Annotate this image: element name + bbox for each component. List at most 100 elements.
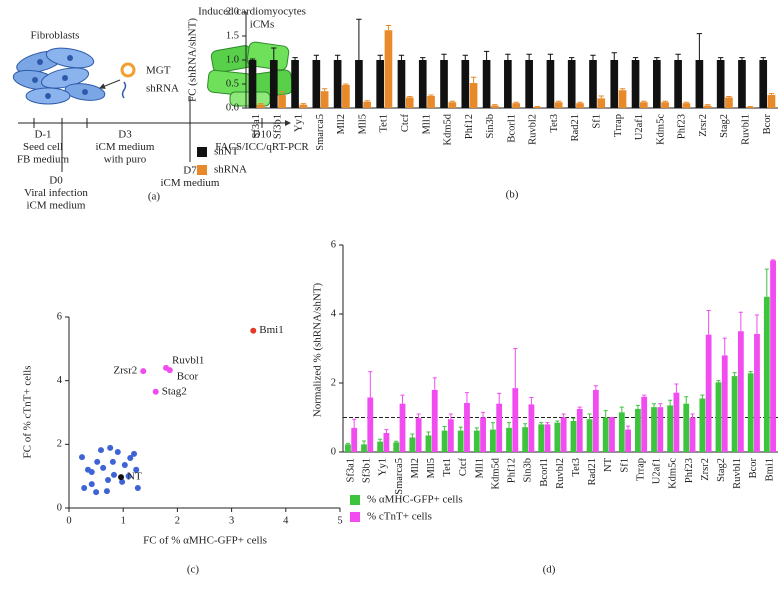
error-bar <box>748 371 753 374</box>
bar <box>560 417 567 452</box>
error-bar <box>619 406 624 413</box>
cells-label: Fibroblasts <box>31 30 80 42</box>
bar <box>469 83 478 108</box>
bar <box>312 60 321 108</box>
error-bar <box>587 413 592 420</box>
error-bar <box>407 95 413 98</box>
error-bar <box>345 442 350 445</box>
y-tick-label: 2.0 <box>226 6 239 17</box>
error-bar <box>441 53 447 60</box>
error-bar <box>462 54 468 60</box>
bar <box>393 442 400 452</box>
error-bar <box>343 83 349 85</box>
point-label: Stag2 <box>162 385 187 397</box>
x-tick-label: Sf3b1 <box>362 458 373 483</box>
x-tick-label: Rad21 <box>570 114 581 141</box>
error-bar <box>449 100 455 103</box>
bar <box>482 60 491 108</box>
y-tick-label: 0.5 <box>226 78 239 89</box>
error-bar <box>603 410 608 418</box>
bar <box>278 95 286 108</box>
error-bar <box>490 422 495 430</box>
bar <box>674 60 682 108</box>
bar <box>592 389 599 452</box>
x-tick-label: Phf12 <box>507 458 518 483</box>
bar <box>355 60 363 108</box>
bar <box>361 444 367 452</box>
legend-label: % αMHC-GFP+ cells <box>367 494 463 506</box>
error-bar <box>652 403 657 408</box>
point <box>121 462 128 469</box>
error-bar <box>513 101 519 104</box>
x-tick-label: Kdm5d <box>443 113 454 145</box>
error-bar <box>598 95 604 99</box>
y-tick-label: 4 <box>57 375 63 386</box>
y-tick-label: 0 <box>57 502 62 513</box>
error-bar <box>474 427 479 431</box>
legend-label: shNT <box>214 146 239 158</box>
bar <box>747 373 754 452</box>
panel-label: (c) <box>187 564 200 576</box>
error-bar <box>690 413 695 418</box>
error-bar <box>684 396 689 404</box>
error-bar <box>635 404 640 409</box>
x-tick-label: Sf3b1 <box>272 114 283 139</box>
bar <box>291 60 299 108</box>
point <box>103 488 110 495</box>
bar <box>759 60 768 108</box>
error-bar <box>481 411 486 418</box>
bar <box>480 417 486 452</box>
x-tick-label: Sf3a1 <box>251 114 262 139</box>
error-bar <box>704 104 711 106</box>
bar <box>427 96 435 108</box>
x-tick-label: Stag2 <box>719 114 730 138</box>
bar <box>763 296 770 452</box>
y-tick-label: 6 <box>57 311 62 322</box>
error-bar <box>258 103 264 105</box>
error-bar <box>313 54 320 60</box>
bar <box>525 60 533 108</box>
error-bar <box>384 429 389 434</box>
bar <box>738 60 746 108</box>
bar <box>567 60 576 108</box>
result-label: iCMs <box>250 19 274 31</box>
point <box>109 458 116 465</box>
point <box>97 447 104 454</box>
error-bar <box>754 314 759 335</box>
bar <box>652 60 661 108</box>
bar <box>683 403 690 452</box>
error-bar <box>448 413 453 420</box>
bar <box>602 417 609 452</box>
error-bar <box>523 423 528 428</box>
error-bar <box>368 371 373 398</box>
timeline-step: with puro <box>104 154 147 166</box>
labeled-point <box>140 368 147 375</box>
error-bar <box>674 383 679 393</box>
error-bar <box>377 54 383 60</box>
bar <box>351 427 358 452</box>
x-tick-label: Smarca5 <box>315 114 326 151</box>
bar <box>554 422 561 452</box>
bar <box>721 355 728 452</box>
x-tick-label: Bmi1 <box>764 458 775 481</box>
y-tick-label: 0.0 <box>226 102 239 113</box>
point <box>81 484 88 491</box>
error-bar <box>507 422 512 428</box>
error-bar <box>547 53 554 60</box>
bar <box>405 97 414 108</box>
bar <box>635 408 641 452</box>
bar <box>597 98 606 108</box>
error-bar <box>505 53 511 60</box>
x-tick-label: Mll5 <box>357 114 368 134</box>
error-bar <box>654 57 660 60</box>
x-tick-label: Mll2 <box>336 114 347 134</box>
labeled-point <box>152 388 159 395</box>
error-bar <box>593 385 598 390</box>
bar <box>767 95 776 108</box>
x-tick-label: Stag2 <box>716 458 727 482</box>
point <box>79 454 86 461</box>
timeline-step: FACS/ICC/qRT-PCR <box>215 141 309 153</box>
error-bar <box>464 392 469 404</box>
x-tick-label: Phf23 <box>677 114 688 139</box>
error-bar <box>428 94 434 96</box>
